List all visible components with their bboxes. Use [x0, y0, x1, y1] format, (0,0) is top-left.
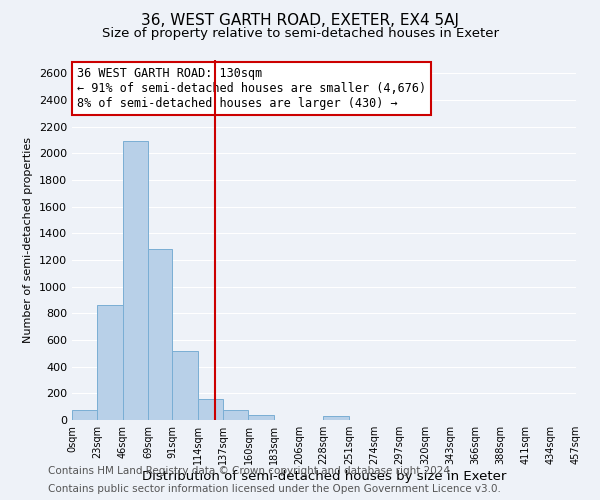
Text: Size of property relative to semi-detached houses in Exeter: Size of property relative to semi-detach… [101, 28, 499, 40]
Bar [72, 410, 97, 420]
Bar [123, 142, 148, 420]
Bar [248, 416, 274, 420]
Text: Contains HM Land Registry data © Crown copyright and database right 2024.: Contains HM Land Registry data © Crown c… [48, 466, 454, 476]
Text: 36, WEST GARTH ROAD, EXETER, EX4 5AJ: 36, WEST GARTH ROAD, EXETER, EX4 5AJ [141, 12, 459, 28]
Text: Contains public sector information licensed under the Open Government Licence v3: Contains public sector information licen… [48, 484, 501, 494]
Bar [323, 416, 349, 420]
X-axis label: Distribution of semi-detached houses by size in Exeter: Distribution of semi-detached houses by … [142, 470, 506, 483]
Bar [198, 398, 223, 420]
Bar [97, 306, 123, 420]
Bar [223, 410, 248, 420]
Y-axis label: Number of semi-detached properties: Number of semi-detached properties [23, 137, 34, 343]
Bar [148, 250, 172, 420]
Bar [172, 350, 198, 420]
Text: 36 WEST GARTH ROAD: 130sqm
← 91% of semi-detached houses are smaller (4,676)
8% : 36 WEST GARTH ROAD: 130sqm ← 91% of semi… [77, 67, 426, 110]
